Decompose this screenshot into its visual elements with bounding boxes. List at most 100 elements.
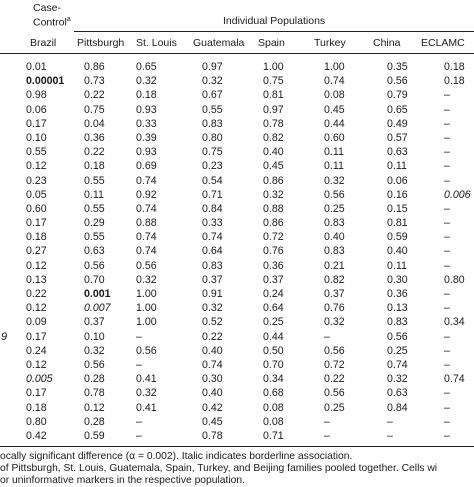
table-cell: 0.45 bbox=[263, 160, 284, 173]
table-cell: 0.17 bbox=[26, 330, 47, 343]
table-cell: 0.001 bbox=[84, 288, 111, 300]
table-cell: 0.55 bbox=[202, 103, 223, 116]
table-cell: 0.32 bbox=[387, 373, 408, 386]
table-cell: 0.63 bbox=[387, 387, 408, 400]
table-cell: – bbox=[444, 117, 450, 130]
table-row: 0.98 0.22 0.18 0.67 0.81 0.08 0.79 – bbox=[0, 88, 474, 102]
table-cell: 0.32 bbox=[136, 387, 157, 400]
table-cell: 1.00 bbox=[136, 316, 157, 329]
table-cell: 0.33 bbox=[202, 217, 223, 230]
table-row: 0.27 0.63 0.74 0.64 0.76 0.83 0.40 – bbox=[0, 244, 474, 258]
table-cell: 0.22 bbox=[84, 146, 105, 159]
table-cell: 0.56 bbox=[84, 358, 105, 371]
table-cell: 0.74 bbox=[444, 373, 465, 386]
table-cell: 0.25 bbox=[387, 344, 408, 357]
table-cell: 0.007 bbox=[84, 302, 111, 315]
table-cell: – bbox=[324, 330, 330, 343]
table-cell: – bbox=[444, 202, 450, 215]
table-cell: 0.30 bbox=[387, 273, 408, 286]
table-cell: 0.57 bbox=[387, 131, 408, 144]
table-cell: – bbox=[444, 415, 450, 428]
table-cell: 0.39 bbox=[136, 131, 157, 144]
table-bottom-rule bbox=[0, 446, 474, 447]
table-cell: 0.59 bbox=[84, 429, 105, 442]
table-cell: 0.63 bbox=[84, 245, 105, 258]
table-cell: 0.52 bbox=[202, 316, 223, 329]
table-cell: 0.74 bbox=[136, 174, 157, 187]
table-cell: 0.23 bbox=[202, 160, 223, 173]
table-cell: – bbox=[444, 429, 450, 442]
table-cell: 0.56 bbox=[387, 75, 408, 88]
table-row: 0.12 0.007 1.00 0.32 0.64 0.76 0.13 – bbox=[0, 301, 474, 315]
table-row: 0.12 0.18 0.69 0.23 0.45 0.11 0.11 – bbox=[0, 159, 474, 173]
table-cell: 0.22 bbox=[324, 373, 345, 386]
table-row: 0.60 0.55 0.74 0.84 0.88 0.25 0.15 – bbox=[0, 202, 474, 216]
table-cell: 0.18 bbox=[444, 61, 465, 73]
table-cell: – bbox=[444, 387, 450, 400]
table-cell: 0.79 bbox=[387, 89, 408, 102]
table-cell: 0.11 bbox=[84, 188, 104, 201]
table-cell: 0.006 bbox=[444, 188, 471, 201]
table-cell: 0.18 bbox=[26, 231, 47, 244]
col-header-eclamc: ECLAMC bbox=[421, 37, 465, 49]
table-cell: – bbox=[136, 429, 142, 442]
left-margin-fragment: 9 bbox=[1, 331, 8, 343]
table-cell: 0.21 bbox=[324, 259, 345, 272]
table-cell: – bbox=[136, 415, 142, 428]
table-cell: 0.36 bbox=[263, 259, 284, 272]
table-cell: 0.12 bbox=[26, 160, 47, 173]
table-cell: – bbox=[444, 146, 450, 159]
table-cell: 0.32 bbox=[202, 75, 223, 88]
table-cell: 0.45 bbox=[324, 103, 345, 116]
table-cell: 0.70 bbox=[84, 273, 105, 286]
data-table-body: 0.01 0.86 0.65 0.97 1.00 1.00 0.35 0.18 0.00001 0… bbox=[0, 60, 474, 443]
table-cell: 0.55 bbox=[84, 174, 105, 187]
footnote-line-2: of Pittsburgh, St. Louis, Guatemala, Spa… bbox=[0, 463, 438, 474]
table-row: 0.55 0.22 0.93 0.75 0.40 0.11 0.63 – bbox=[0, 145, 474, 159]
table-cell: 0.74 bbox=[202, 358, 223, 371]
table-cell: 0.67 bbox=[202, 89, 223, 102]
table-cell: 0.06 bbox=[26, 103, 47, 116]
table-cell: 0.12 bbox=[26, 259, 47, 272]
table-cell: 0.40 bbox=[202, 387, 223, 400]
table-cell: 0.56 bbox=[136, 344, 157, 357]
table-cell: – bbox=[136, 330, 142, 343]
table-cell: 0.10 bbox=[26, 131, 47, 144]
table-cell: 0.83 bbox=[202, 117, 223, 130]
table-cell: 0.11 bbox=[387, 160, 407, 173]
table-cell: 0.82 bbox=[263, 131, 284, 144]
table-cell: 0.56 bbox=[324, 344, 345, 357]
table-cell: 0.88 bbox=[263, 202, 284, 215]
table-cell: 0.28 bbox=[84, 415, 105, 428]
table-cell: – bbox=[324, 415, 330, 428]
table-cell: 0.18 bbox=[136, 89, 157, 102]
table-cell: 0.86 bbox=[263, 174, 284, 187]
table-cell: 0.42 bbox=[26, 429, 47, 442]
table-cell: 0.00001 bbox=[26, 75, 65, 88]
table-cell: – bbox=[324, 429, 330, 442]
table-cell: 0.81 bbox=[387, 217, 408, 230]
table-cell: 0.71 bbox=[263, 429, 284, 442]
table-cell: 0.41 bbox=[136, 373, 157, 386]
table-cell: 0.74 bbox=[387, 358, 408, 371]
table-cell: 0.18 bbox=[84, 160, 105, 173]
case-control-line2: Control bbox=[33, 16, 67, 29]
table-cell: 0.16 bbox=[387, 188, 408, 201]
table-cell: 0.22 bbox=[26, 288, 47, 300]
table-cell: 0.75 bbox=[263, 75, 284, 88]
case-control-line1: Case- bbox=[33, 2, 62, 14]
table-cell: 1.00 bbox=[136, 302, 157, 315]
table-row: 0.22 0.001 1.00 0.91 0.24 0.37 0.36 – bbox=[0, 287, 474, 301]
table-cell: 0.97 bbox=[202, 61, 223, 73]
table-row: 0.06 0.75 0.93 0.55 0.97 0.45 0.65 – bbox=[0, 103, 474, 117]
table-cell: 0.09 bbox=[26, 316, 47, 329]
footnote-line-3: or uninformative markers in the respecti… bbox=[0, 475, 245, 486]
table-cell: 0.44 bbox=[263, 330, 284, 343]
table-cell: 0.72 bbox=[324, 358, 345, 371]
table-cell: 0.11 bbox=[324, 160, 344, 173]
table-cell: 0.12 bbox=[84, 401, 105, 414]
table-cell: 0.06 bbox=[387, 174, 408, 187]
table-cell: 0.01 bbox=[26, 61, 47, 73]
table-row: 0.18 0.55 0.74 0.74 0.72 0.40 0.59 – bbox=[0, 230, 474, 244]
table-cell: 0.32 bbox=[136, 273, 157, 286]
